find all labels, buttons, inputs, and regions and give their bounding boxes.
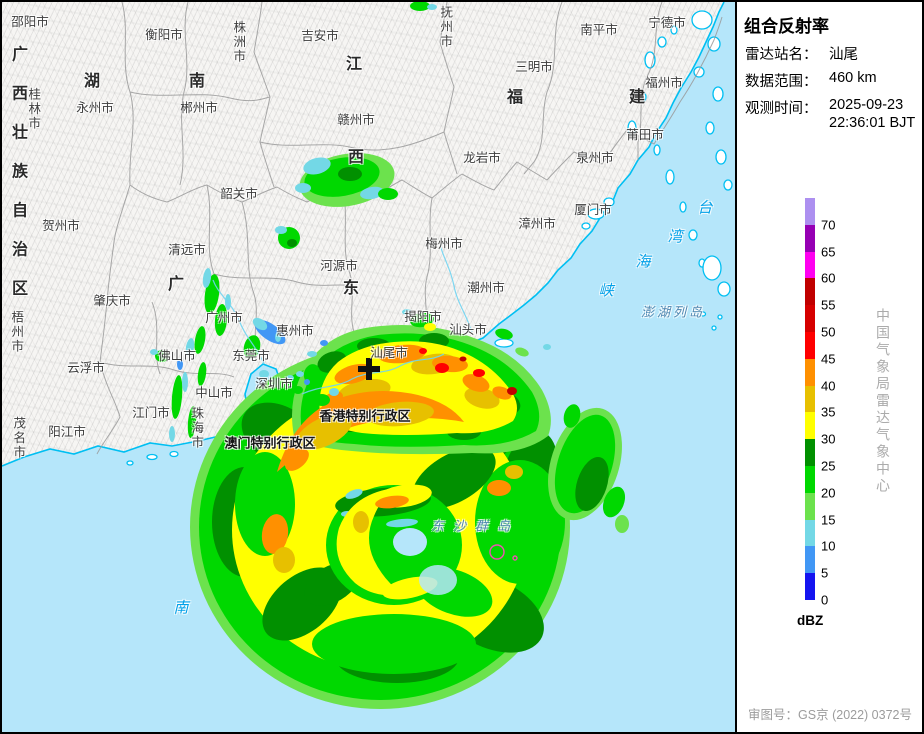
colorbar-tick-15: 15: [821, 512, 836, 528]
colorbar-segment-25: [805, 439, 815, 466]
colorbar-segment-15: [805, 492, 815, 520]
colorbar-segment-65: [805, 224, 815, 252]
colorbar-tick-40: 40: [821, 378, 836, 394]
colorbar-segment-50: [805, 305, 815, 332]
colorbar-tick-10: 10: [821, 538, 836, 554]
colorbar-segment-70: [805, 198, 815, 225]
colorbar-segment-0: [805, 573, 815, 600]
obstime-date: 2025-09-23: [829, 97, 904, 113]
colorbar-tick-50: 50: [821, 324, 836, 340]
colorbar-segment-45: [805, 331, 815, 359]
reflectivity-colorbar: [805, 198, 815, 600]
colorbar-tick-25: 25: [821, 458, 836, 474]
radar-station-cross: [358, 358, 380, 380]
station-row: 雷达站名： 汕尾: [737, 43, 922, 63]
range-row: 数据范围： 460 km: [737, 70, 922, 90]
colorbar-tick-20: 20: [821, 485, 836, 501]
atoll-rings: [489, 544, 518, 561]
unit-label: dBZ: [797, 613, 824, 628]
colorbar-tick-5: 5: [821, 565, 829, 581]
colorbar-segment-55: [805, 278, 815, 306]
range-value: 460 km: [829, 70, 877, 86]
colorbar-segment-30: [805, 412, 815, 440]
colorbar-tick-35: 35: [821, 404, 836, 420]
colorbar-tick-30: 30: [821, 431, 836, 447]
colorbar-tick-60: 60: [821, 270, 836, 286]
obstime-time: 22:36:01 BJT: [829, 115, 916, 131]
radar-map-canvas: 湖南江西福建广东广西壮族自治区 邵阳市 衡阳市 株洲市 吉安市 抚州市 南平市 宁德市 三明市福…: [2, 2, 737, 732]
map-graphics: [2, 2, 735, 732]
obstime-row2: 22:36:01 BJT: [737, 115, 922, 133]
rivers: [212, 243, 473, 395]
colorbar-tick-45: 45: [821, 351, 836, 367]
colorbar-segment-10: [805, 519, 815, 547]
colorbar-segment-20: [805, 465, 815, 493]
org-watermark: 中国气象局雷达气象中心: [875, 308, 891, 495]
colorbar-segment-60: [805, 251, 815, 279]
info-panel: 组合反射率 雷达站名： 汕尾 数据范围： 460 km 观测时间： 2025-0…: [737, 2, 922, 732]
colorbar-tick-0: 0: [821, 592, 829, 608]
product-title: 组合反射率: [744, 17, 829, 36]
station-label: 雷达站名：: [745, 47, 818, 63]
obstime-label: 观测时间：: [745, 101, 818, 117]
range-label: 数据范围：: [745, 74, 818, 90]
obstime-row: 观测时间： 2025-09-23: [737, 97, 922, 117]
colorbar-tick-55: 55: [821, 297, 836, 313]
colorbar-tick-70: 70: [821, 217, 836, 233]
radar-echo-layer: [150, 2, 629, 709]
colorbar-segment-40: [805, 358, 815, 386]
colorbar-segment-5: [805, 546, 815, 574]
map-approval-number: 审图号：GS京 (2022) 0372号: [748, 708, 912, 722]
station-value: 汕尾: [829, 47, 858, 63]
colorbar-tick-65: 65: [821, 244, 836, 260]
colorbar-segment-35: [805, 385, 815, 413]
